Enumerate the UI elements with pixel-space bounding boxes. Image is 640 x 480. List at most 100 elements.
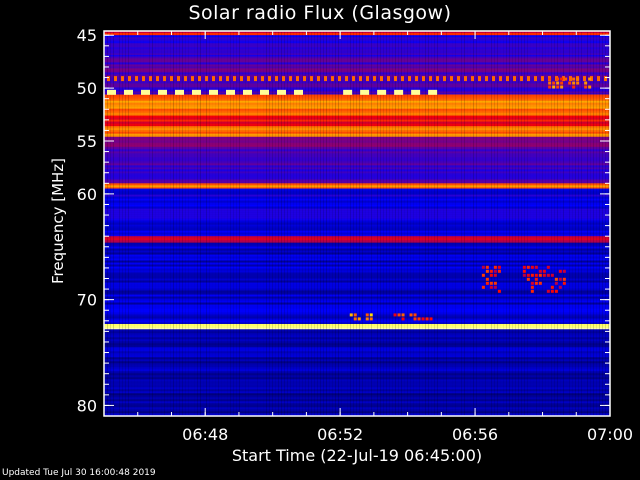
periodic-mark (254, 76, 257, 82)
heatmap-band-row (104, 41, 610, 44)
heatmap-band-row (104, 121, 610, 124)
time-column-texture (227, 31, 228, 416)
time-column-texture (239, 31, 240, 416)
burst-pixel (413, 317, 417, 321)
time-column-texture (290, 31, 291, 416)
heatmap-band-row (104, 110, 610, 113)
heatmap-band-row (104, 405, 610, 408)
heatmap-band-row (104, 37, 610, 40)
periodic-mark (338, 76, 341, 82)
burst-pixel (564, 77, 568, 81)
heatmap-band-row (104, 322, 610, 325)
heatmap-band-row (104, 290, 610, 293)
burst-pixel (558, 277, 562, 281)
heatmap-band-row (104, 74, 610, 76)
periodic-mark (411, 89, 421, 95)
heatmap-band-row (104, 288, 610, 291)
periodic-mark (428, 89, 438, 95)
time-column-texture (344, 31, 345, 416)
periodic-mark (436, 76, 439, 82)
time-column-texture (380, 31, 381, 416)
time-column-texture (125, 31, 126, 416)
heatmap-band-row (104, 123, 610, 126)
time-column-texture (518, 31, 519, 416)
burst-pixel (493, 281, 497, 285)
heatmap-band-row (104, 343, 610, 346)
periodic-mark (377, 89, 387, 95)
periodic-mark (513, 76, 516, 82)
periodic-mark (268, 76, 271, 82)
heatmap-band-row (104, 56, 610, 59)
time-column-texture (419, 31, 420, 416)
heatmap-band-row (104, 140, 610, 144)
heatmap-band-row (104, 51, 610, 54)
heatmap-band-row (104, 93, 610, 95)
heatmap-band-row (104, 282, 610, 285)
heatmap-band-row (104, 379, 610, 382)
heatmap-band-row (104, 395, 610, 398)
y-tick-label: 60 (77, 185, 97, 204)
heatmap-band-row (104, 333, 610, 336)
heatmap-band-row (104, 165, 610, 168)
time-column-texture (185, 31, 186, 416)
periodic-mark (317, 76, 320, 82)
periodic-mark (387, 76, 390, 82)
periodic-mark (124, 89, 133, 95)
periodic-mark (226, 76, 229, 82)
heatmap-band-row (104, 188, 610, 191)
heatmap-band-row (104, 196, 610, 199)
time-column-texture (452, 31, 453, 416)
burst-pixel (481, 285, 485, 289)
time-column-texture (173, 31, 174, 416)
periodic-mark (541, 76, 544, 82)
heatmap-band-row (104, 381, 610, 384)
periodic-mark (163, 76, 166, 82)
time-column-texture (284, 31, 285, 416)
heatmap-band-row (104, 300, 610, 303)
burst-pixel (493, 269, 497, 273)
periodic-mark (158, 89, 167, 95)
heatmap-band-row (104, 314, 610, 317)
time-column-texture (242, 31, 243, 416)
heatmap-band-row (104, 133, 610, 136)
burst-pixel (558, 269, 562, 273)
burst-pixel (369, 317, 373, 321)
time-column-texture (566, 31, 567, 416)
burst-pixel (554, 281, 558, 285)
periodic-mark (527, 76, 530, 82)
time-column-texture (122, 31, 123, 416)
heatmap-band-row (104, 292, 610, 295)
time-column-texture (191, 31, 192, 416)
heatmap-band-row (104, 389, 610, 392)
periodic-mark (457, 76, 460, 82)
heatmap-band-row (104, 192, 610, 195)
heatmap-band-row (104, 242, 610, 245)
time-column-texture (554, 31, 555, 416)
time-column-texture (215, 31, 216, 416)
periodic-mark (464, 76, 467, 82)
heatmap-band-row (104, 163, 610, 166)
time-column-texture (182, 31, 183, 416)
burst-pixel (542, 273, 546, 277)
heatmap-band-row (104, 132, 610, 134)
heatmap-band-row (104, 409, 610, 412)
heatmap-band-row (104, 146, 610, 148)
burst-pixel (548, 77, 552, 81)
burst-pixel (534, 277, 538, 281)
burst-pixel (560, 85, 564, 89)
time-column-texture (110, 31, 111, 416)
heatmap-band-row (104, 173, 610, 176)
heatmap-band-row (104, 194, 610, 197)
heatmap-band-row (104, 369, 610, 372)
heatmap-band-row (104, 365, 610, 368)
heatmap-band-row (104, 353, 610, 356)
periodic-mark (177, 76, 180, 82)
time-column-texture (527, 31, 528, 416)
burst-pixel (556, 85, 560, 89)
burst-pixel (558, 285, 562, 289)
burst-pixel (489, 281, 493, 285)
burst-pixel (530, 289, 534, 293)
periodic-mark (184, 76, 187, 82)
heatmap-band-row (104, 115, 610, 118)
time-column-texture (398, 31, 399, 416)
